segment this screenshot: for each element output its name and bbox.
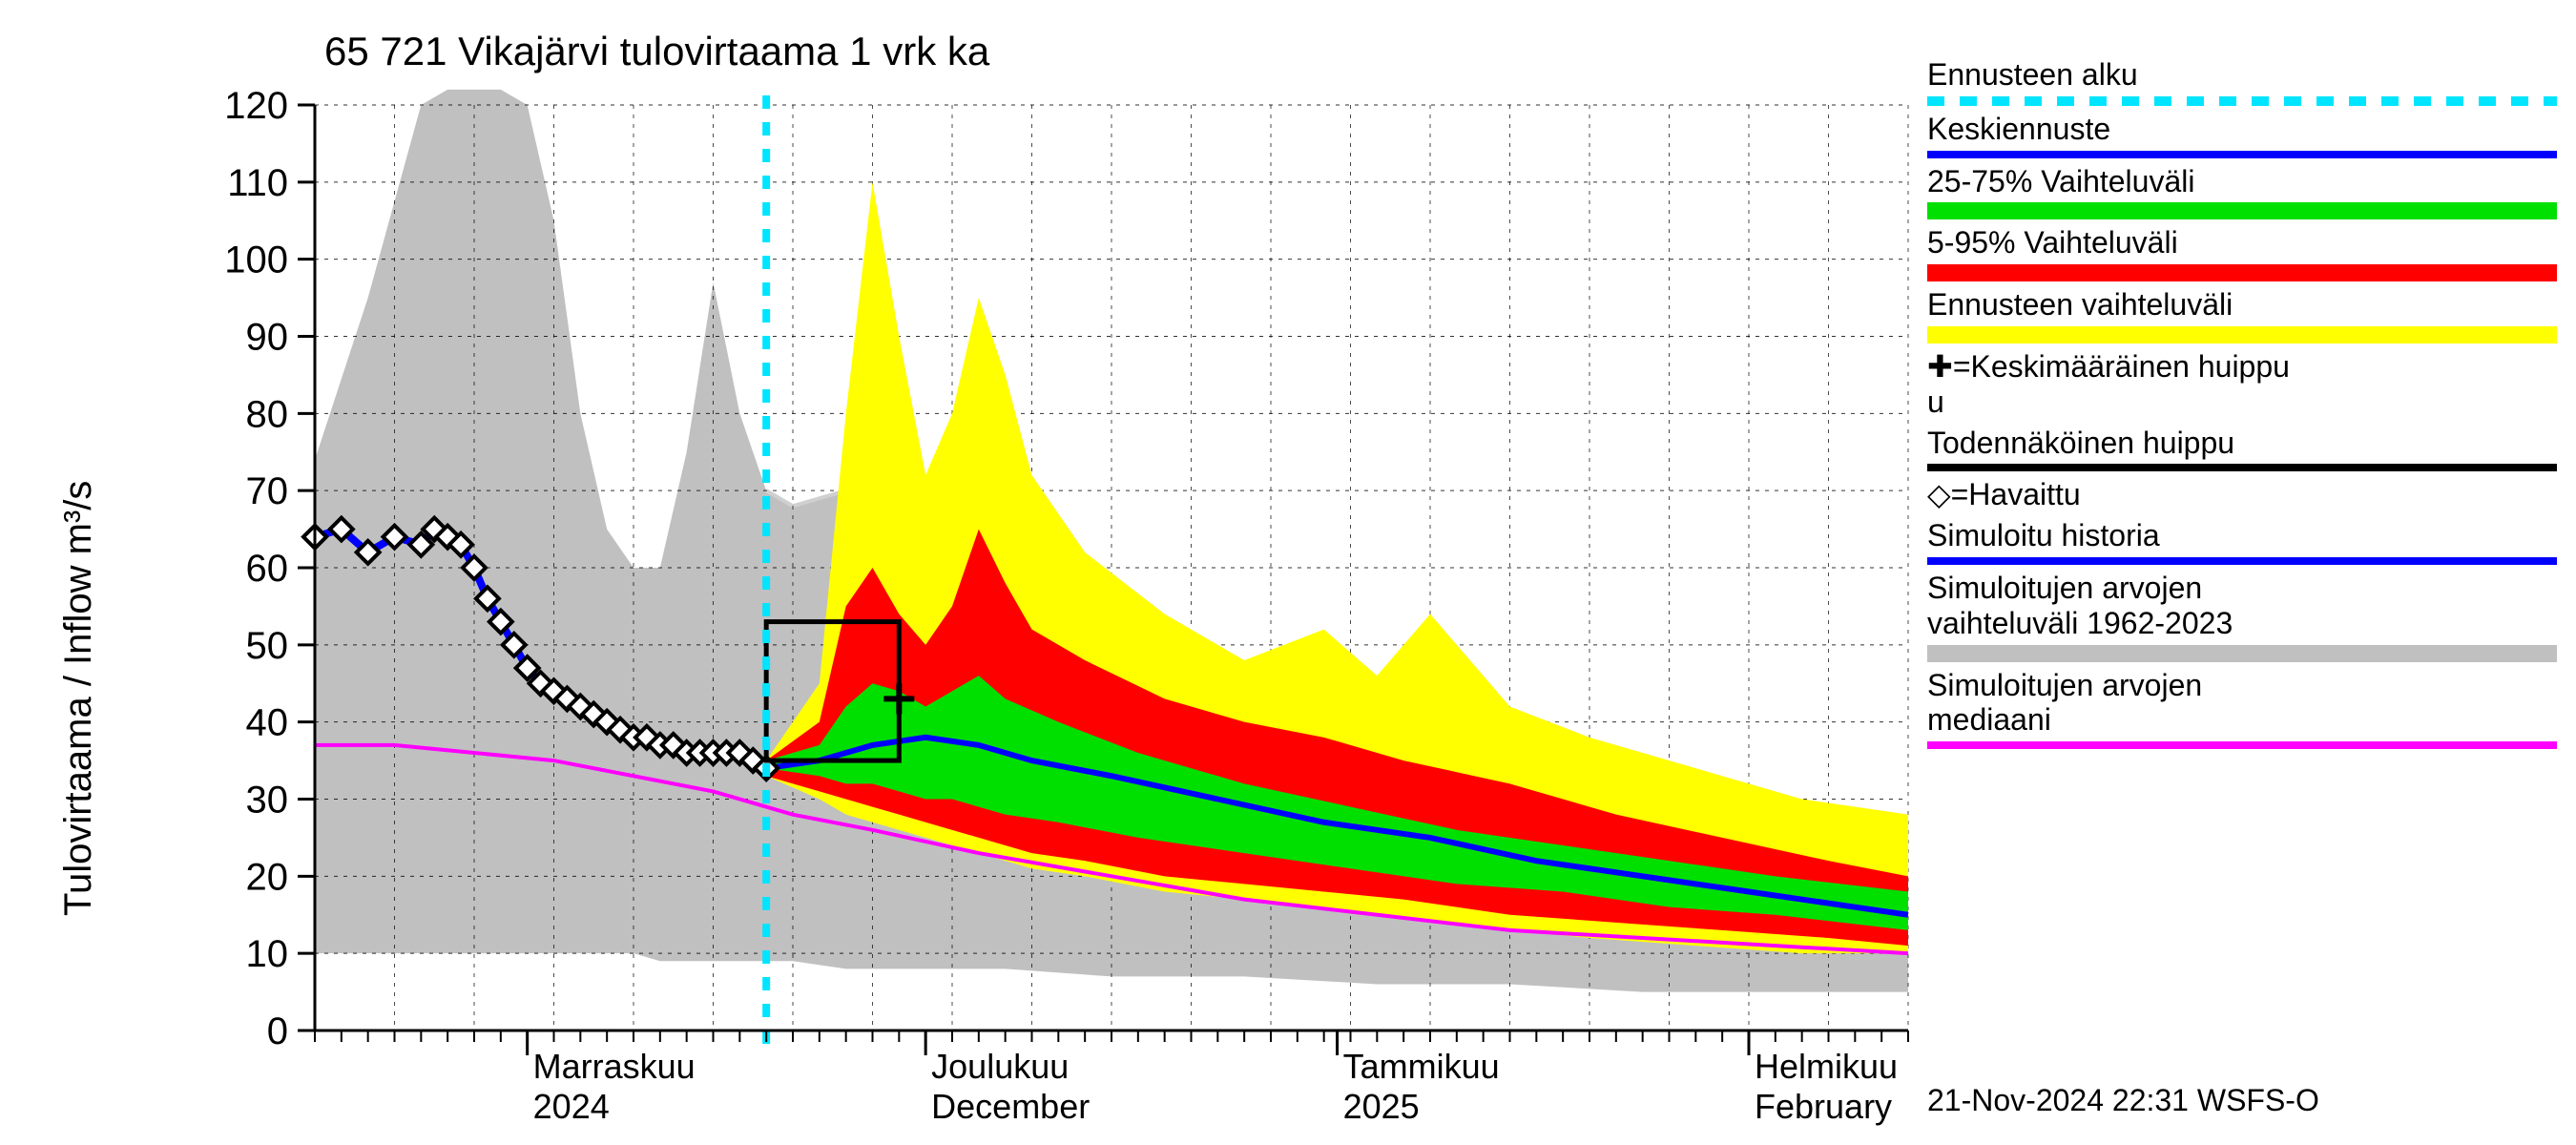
svg-text:December: December: [931, 1087, 1090, 1126]
svg-text:110: 110: [227, 162, 288, 204]
svg-text:120: 120: [224, 85, 288, 127]
legend-item: Ennusteen vaihteluväli: [1927, 287, 2557, 344]
legend-label: Todennäköinen huippu: [1927, 426, 2557, 461]
footer-timestamp: 21-Nov-2024 22:31 WSFS-O: [1927, 1083, 2319, 1118]
svg-text:2025: 2025: [1343, 1087, 1420, 1126]
legend-item: 25-75% Vaihteluväli: [1927, 164, 2557, 220]
svg-text:80: 80: [246, 393, 289, 435]
svg-text:February: February: [1755, 1087, 1892, 1126]
svg-text:0: 0: [267, 1010, 288, 1052]
svg-text:40: 40: [246, 702, 289, 744]
legend-label: ✚=Keskimääräinen huippuu: [1927, 349, 2557, 420]
legend-label: Simuloitu historia: [1927, 518, 2557, 553]
legend-label: Keskiennuste: [1927, 112, 2557, 147]
chart-container: 65 721 Vikajärvi tulovirtaama 1 vrk ka T…: [0, 0, 2576, 1145]
legend-label: Ennusteen alku: [1927, 57, 2557, 93]
svg-text:70: 70: [246, 470, 289, 512]
chart-title: 65 721 Vikajärvi tulovirtaama 1 vrk ka: [324, 29, 989, 74]
legend-label: 25-75% Vaihteluväli: [1927, 164, 2557, 199]
svg-text:Marraskuu: Marraskuu: [533, 1047, 696, 1086]
legend-item: ✚=Keskimääräinen huippuu: [1927, 349, 2557, 420]
svg-text:90: 90: [246, 317, 289, 359]
legend-label: Ennusteen vaihteluväli: [1927, 287, 2557, 323]
legend-label: Simuloitujen arvojen vaihteluväli 1962-2…: [1927, 571, 2557, 641]
legend-item: Todennäköinen huippu: [1927, 426, 2557, 472]
svg-text:60: 60: [246, 548, 289, 590]
legend-item: ◇=Havaittu: [1927, 477, 2557, 512]
legend-item: Simuloitujen arvojen vaihteluväli 1962-2…: [1927, 571, 2557, 662]
legend-label: 5-95% Vaihteluväli: [1927, 225, 2557, 260]
legend-item: Simuloitu historia: [1927, 518, 2557, 565]
svg-text:30: 30: [246, 780, 289, 822]
svg-text:100: 100: [224, 239, 288, 281]
legend-item: Ennusteen alku: [1927, 57, 2557, 106]
svg-text:50: 50: [246, 625, 289, 667]
svg-text:Joulukuu: Joulukuu: [931, 1047, 1069, 1086]
legend-item: 5-95% Vaihteluväli: [1927, 225, 2557, 281]
legend: Ennusteen alku Keskiennuste 25-75% Vaihtel…: [1927, 57, 2557, 755]
y-axis-label: Tulovirtaama / Inflow m³/s: [57, 481, 100, 916]
svg-text:10: 10: [246, 933, 289, 975]
legend-label: ◇=Havaittu: [1927, 477, 2557, 512]
svg-text:Helmikuu: Helmikuu: [1755, 1047, 1898, 1086]
svg-text:20: 20: [246, 856, 289, 898]
legend-item: Keskiennuste: [1927, 112, 2557, 158]
legend-item: Simuloitujen arvojen mediaani: [1927, 668, 2557, 750]
svg-text:Tammikuu: Tammikuu: [1343, 1047, 1500, 1086]
legend-label: Simuloitujen arvojen mediaani: [1927, 668, 2557, 739]
svg-text:2024: 2024: [533, 1087, 610, 1126]
